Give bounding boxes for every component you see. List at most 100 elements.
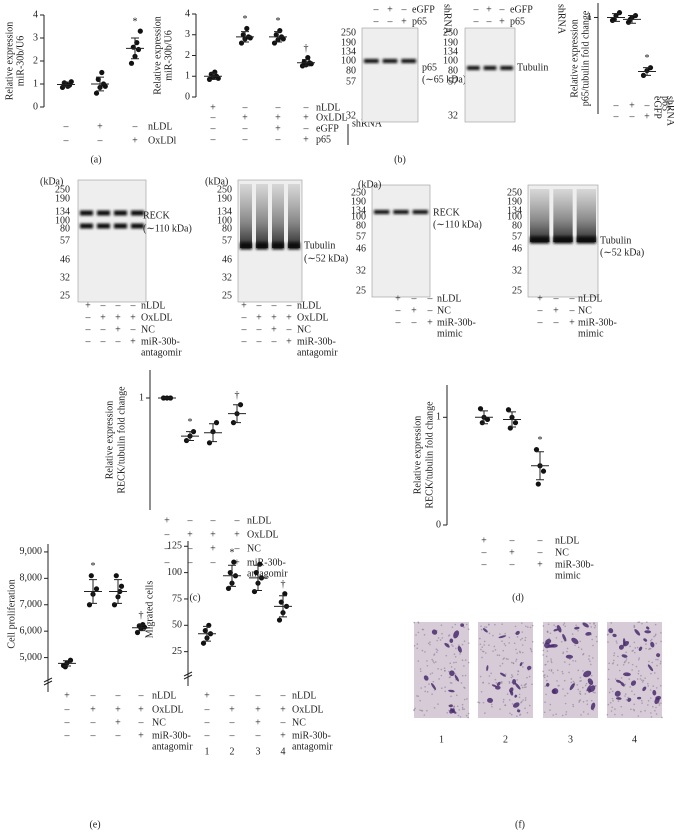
condition-mark: + — [115, 717, 121, 728]
marker-label: 57 — [448, 76, 458, 87]
pore — [495, 682, 498, 684]
error-bar — [63, 660, 71, 667]
condition-mark: – — [64, 704, 71, 715]
condition-mark: – — [242, 123, 249, 134]
cell — [454, 674, 459, 682]
pore — [433, 707, 436, 709]
pore — [542, 649, 545, 652]
pore — [516, 636, 519, 638]
condition-mark: – — [132, 121, 139, 132]
condition-mark: – — [241, 336, 248, 347]
pore — [500, 682, 503, 684]
pore — [432, 660, 434, 662]
pore — [545, 679, 548, 682]
condition-mark: – — [275, 134, 282, 145]
pore — [505, 658, 508, 660]
pore — [625, 651, 627, 654]
pore — [607, 678, 610, 681]
pore — [624, 683, 627, 686]
pore — [651, 661, 653, 664]
pore — [530, 650, 533, 653]
pore — [525, 686, 527, 688]
marker-label: 134 — [55, 206, 70, 217]
condition-mark: + — [499, 16, 505, 27]
pore — [492, 634, 494, 637]
pore — [441, 632, 443, 635]
pore — [449, 662, 452, 665]
pore — [498, 654, 501, 657]
error-bar — [228, 564, 236, 587]
condition-mark: – — [280, 717, 287, 728]
pore — [611, 690, 614, 693]
pore — [578, 699, 581, 702]
pore — [433, 661, 435, 664]
pore — [477, 701, 479, 704]
condition-mark: + — [204, 690, 210, 701]
condition-mark: + — [138, 730, 144, 741]
condition-mark: – — [486, 16, 493, 27]
y-tick-label: 9,000 — [20, 546, 43, 557]
pore — [424, 651, 426, 653]
condition-mark: + — [537, 559, 543, 570]
pore — [582, 686, 584, 689]
pore — [515, 658, 518, 661]
condition-mark: – — [85, 312, 92, 323]
pore — [524, 639, 526, 642]
pore — [654, 709, 656, 712]
pore — [594, 624, 597, 627]
significance-mark: † — [235, 390, 240, 401]
cell — [650, 641, 655, 648]
pore — [555, 713, 557, 716]
condition-label: miR-30b- — [141, 336, 180, 347]
marker-label: 32 — [448, 110, 458, 121]
pore — [614, 708, 616, 710]
blot-band — [553, 236, 573, 244]
cell — [647, 664, 654, 672]
marker-unit: (kDa) — [205, 176, 228, 187]
condition-label: NC — [555, 547, 569, 558]
pore — [445, 654, 448, 657]
pore — [588, 658, 590, 660]
condition-mark: – — [241, 312, 248, 323]
marker-label: 134 — [507, 205, 522, 216]
pore — [480, 648, 482, 651]
pore — [519, 639, 522, 641]
pore — [522, 699, 524, 701]
pore — [606, 634, 609, 636]
data-point — [276, 617, 283, 623]
cell — [545, 638, 552, 645]
pore — [508, 680, 511, 683]
pore — [655, 687, 658, 689]
data-point — [533, 447, 540, 453]
data-point — [206, 440, 213, 446]
marker-label: 190 — [443, 37, 458, 48]
pore — [461, 706, 464, 709]
pore — [417, 622, 420, 624]
data-point — [225, 585, 232, 592]
pore — [437, 703, 439, 705]
pore — [480, 690, 483, 693]
condition-label: mimic — [437, 328, 463, 339]
condition-mark: – — [473, 16, 480, 27]
pore — [621, 714, 623, 716]
pore — [525, 625, 527, 628]
condition-mark: – — [64, 717, 71, 728]
protein-label: Tubulin — [600, 235, 631, 246]
cell — [571, 637, 579, 645]
condition-mark: – — [256, 336, 263, 347]
pore — [429, 643, 431, 646]
pore — [416, 695, 418, 697]
marker-label: 57 — [60, 235, 70, 246]
condition-mark: + — [275, 123, 281, 134]
pore — [514, 625, 517, 628]
pore — [531, 640, 534, 643]
pore — [607, 703, 610, 706]
data-point — [135, 46, 142, 53]
condition-mark: – — [569, 293, 576, 304]
pore — [487, 623, 490, 626]
pore — [517, 670, 520, 673]
y-tick-label: 1 — [587, 12, 592, 23]
pore — [655, 658, 657, 661]
condition-mark: + — [553, 305, 559, 316]
condition-mark: – — [115, 690, 122, 701]
